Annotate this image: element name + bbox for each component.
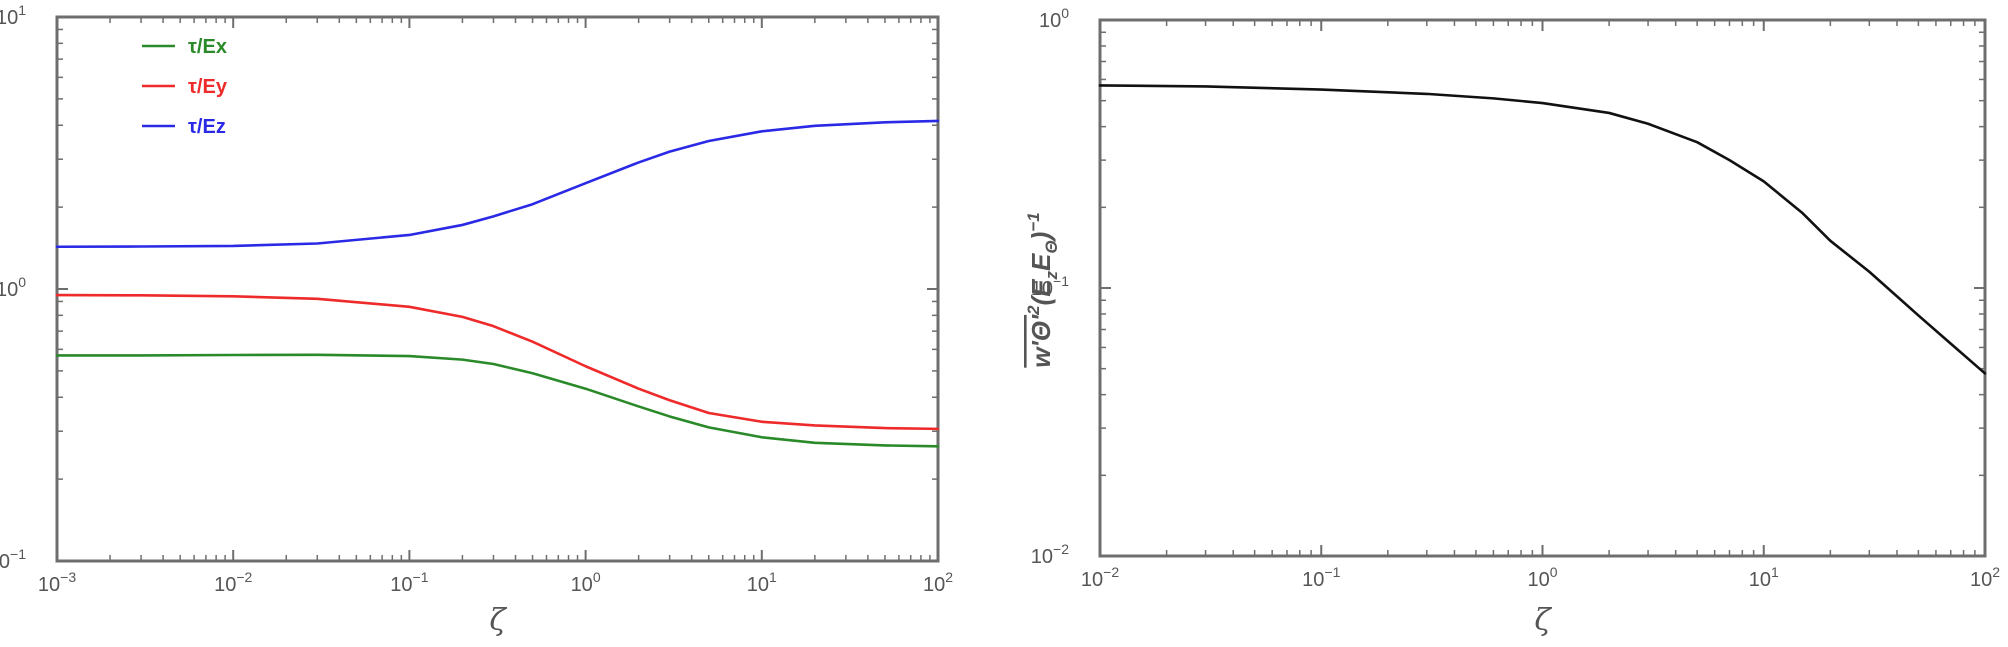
series-line-2 (55, 293, 940, 431)
x-tick-exponent: −1 (413, 569, 429, 585)
y-tick-exponent: 0 (1061, 5, 1069, 21)
x-tick-base: 10 (923, 574, 945, 596)
y-tick-label: 100 (0, 274, 26, 301)
y-tick-label: 10−1 (0, 546, 26, 573)
x-tick-exponent: 2 (1992, 564, 2000, 580)
x-tick-label: 10−3 (38, 569, 76, 596)
x-tick-label: 102 (1970, 564, 2000, 591)
y-tick-label: 10−2 (1031, 541, 1069, 568)
x-tick-label: 100 (571, 569, 601, 596)
y-label-main: w'Θ' (1026, 314, 1056, 368)
x-tick-base: 10 (1527, 569, 1549, 591)
x-tick-label: 10−2 (214, 569, 252, 596)
y-tick-label: 100 (1039, 5, 1069, 32)
y-tick-exponent: −1 (1053, 273, 1069, 289)
y-label-paren: (E (1026, 279, 1056, 306)
x-tick-exponent: −2 (1103, 564, 1119, 580)
x-tick-exponent: −1 (1324, 564, 1340, 580)
x-tick-exponent: −2 (236, 569, 252, 585)
x-tick-base: 10 (214, 574, 236, 596)
x-tick-exponent: 1 (769, 569, 777, 585)
y-tick-base: 10 (1031, 278, 1053, 300)
legend-label-2: τ/Ey (188, 76, 228, 98)
x-tick-base: 10 (1302, 569, 1324, 591)
y-tick-base: 10 (0, 551, 10, 573)
series-line-3 (55, 119, 940, 249)
y-tick-label: 101 (0, 2, 26, 29)
chart-2: 10−2 10−1 100 101 10210−210−1100ζw'Θ'2(EzEΘ)… (1024, 5, 2000, 638)
x-tick-base: 10 (747, 574, 769, 596)
y-label-sub: Θ (1042, 240, 1061, 253)
y-tick-exponent: 0 (18, 274, 26, 290)
x-tick-label: 101 (747, 569, 777, 596)
x-tick-base: 10 (1970, 569, 1992, 591)
x-axis-label: ζ (489, 603, 507, 638)
x-tick-exponent: 0 (593, 569, 601, 585)
y-label-sub: z (1042, 270, 1061, 280)
y-label-sup: 2 (1024, 305, 1043, 316)
y-axis-label: w'Θ'2(EzEΘ)−1 (1024, 212, 1061, 367)
x-tick-label: 10−1 (1302, 564, 1340, 591)
series-line-1 (55, 353, 940, 448)
y-tick-base: 10 (1039, 10, 1061, 32)
x-tick-exponent: 0 (1550, 564, 1558, 580)
x-tick-label: 10−2 (1081, 564, 1119, 591)
x-tick-base: 10 (1081, 569, 1103, 591)
y-label-close: ) (1026, 232, 1056, 244)
x-tick-exponent: 2 (945, 569, 953, 585)
x-tick-exponent: −3 (60, 569, 76, 585)
y-tick-exponent: 1 (18, 2, 26, 18)
x-tick-exponent: 1 (1771, 564, 1779, 580)
series-line-1 (1098, 84, 1987, 375)
y-label-mid: E (1026, 253, 1056, 271)
x-tick-label: 102 (923, 569, 953, 596)
x-tick-label: 10−1 (390, 569, 428, 596)
legend-label-1: τ/Ex (188, 36, 227, 58)
y-label-sup: −1 (1024, 212, 1043, 231)
x-tick-base: 10 (1749, 569, 1771, 591)
x-tick-base: 10 (571, 574, 593, 596)
x-tick-label: 101 (1749, 564, 1779, 591)
x-tick-base: 10 (390, 574, 412, 596)
chart-1: 10−310−210−110010110210−1100101ζτ/Exτ/Ey… (0, 2, 953, 638)
plot-frame (55, 15, 940, 563)
y-tick-base: 10 (0, 7, 18, 29)
x-tick-label: 100 (1527, 564, 1557, 591)
y-tick-exponent: −2 (1053, 541, 1069, 557)
x-tick-base: 10 (38, 574, 60, 596)
x-axis-label: ζ (1534, 603, 1552, 638)
y-tick-base: 10 (1031, 546, 1053, 568)
y-tick-base: 10 (0, 279, 18, 301)
legend-label-3: τ/Ez (188, 116, 226, 138)
y-tick-exponent: −1 (10, 546, 26, 562)
plot-frame (1098, 18, 1987, 558)
y-tick-label: 10−1 (1031, 273, 1069, 300)
